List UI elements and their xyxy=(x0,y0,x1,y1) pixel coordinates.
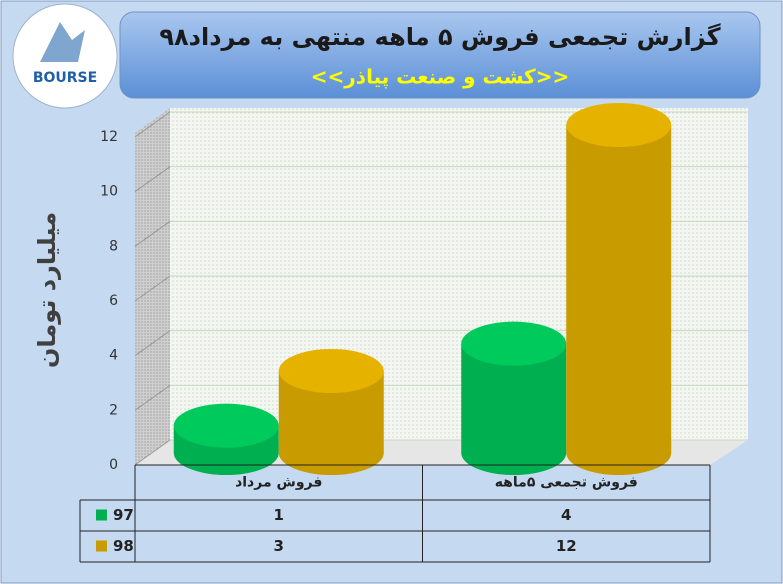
legend-swatch xyxy=(96,540,107,552)
bar-top xyxy=(566,103,672,147)
table-value: 3 xyxy=(274,537,284,555)
grid-line-side xyxy=(134,439,171,466)
chart-title: گزارش تجمعی فروش ۵ ماهه منتهی به مرداد۹۸ xyxy=(159,23,720,51)
y-tick-label: 4 xyxy=(109,348,118,364)
table-value: 4 xyxy=(561,506,571,524)
bar xyxy=(278,371,384,476)
legend-label: 98 xyxy=(113,537,134,555)
bar-top xyxy=(173,403,279,448)
grid-line-side xyxy=(134,166,171,193)
y-tick-label: 10 xyxy=(100,184,118,200)
title-banner xyxy=(119,11,761,99)
y-axis-label: میلیارد تومان xyxy=(33,212,61,368)
grid-line-side xyxy=(134,275,171,302)
table-value: 1 xyxy=(274,506,284,524)
bar xyxy=(566,125,672,476)
side-wall xyxy=(135,108,170,465)
bar-top xyxy=(461,321,567,366)
legend-swatch xyxy=(96,509,107,521)
y-tick-label: 0 xyxy=(109,457,118,473)
x-tick-label: فروش مرداد xyxy=(235,475,322,491)
y-tick-label: 6 xyxy=(109,293,118,309)
grid-line-side xyxy=(134,384,171,411)
grid-line-side xyxy=(134,111,171,138)
legend-label: 97 xyxy=(113,506,134,524)
x-tick-label: فروش تجمعی ۵ماهه xyxy=(495,475,638,491)
bar xyxy=(461,343,567,476)
bar-top xyxy=(278,349,384,393)
grid-line-side xyxy=(134,220,171,247)
y-tick-label: 2 xyxy=(109,402,118,418)
table-value: 12 xyxy=(556,537,577,555)
grid-line-side xyxy=(134,330,171,357)
y-tick-label: 8 xyxy=(109,238,118,254)
logo-text: BOURSE xyxy=(33,70,97,86)
logo-icon xyxy=(40,22,85,62)
chart-subtitle: <<کشت و صنعت پیاذر>> xyxy=(311,65,569,90)
y-tick-label: 12 xyxy=(100,129,118,145)
